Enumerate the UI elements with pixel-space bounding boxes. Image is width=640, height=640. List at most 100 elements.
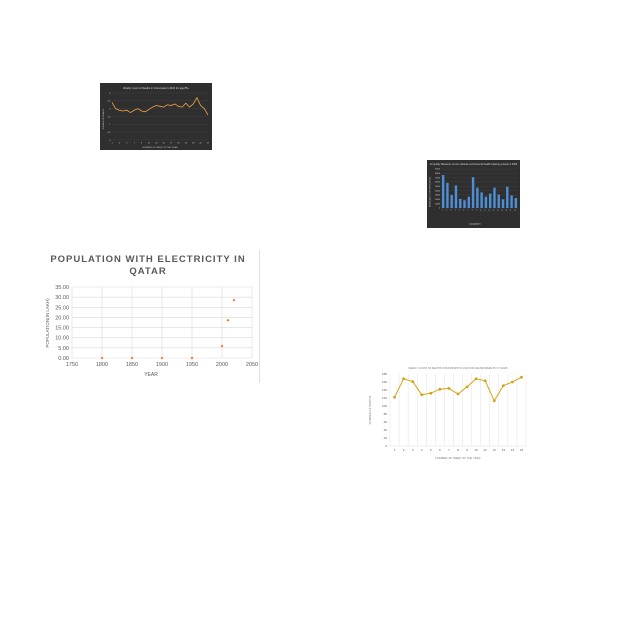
x-tick-label: 17 [510, 209, 513, 212]
x-axis-label: YEAR [144, 372, 158, 378]
x-tick-label: 17 [170, 143, 173, 145]
y-axis-label: NUMBER OF DEATHS [102, 108, 105, 129]
chart-air-quality: Air quality Measures on the national env… [427, 160, 520, 228]
x-tick-label: 1900 [156, 362, 168, 368]
y-tick-label: 0 [385, 444, 387, 448]
x-tick-label: 18 [514, 209, 517, 212]
x-tick-label: 11 [484, 448, 487, 452]
data-point [420, 393, 424, 397]
data-point [220, 344, 224, 348]
bar [497, 194, 500, 208]
y-tick-label: 35.00 [55, 285, 69, 291]
x-tick-label: 1750 [66, 362, 78, 368]
data-point [511, 380, 514, 384]
x-tick-label: 4 [421, 448, 423, 452]
x-tick-label: 8 [472, 209, 474, 211]
data-point [474, 377, 478, 381]
x-tick-label: 1 [111, 143, 113, 145]
x-tick-label: 5 [430, 448, 432, 452]
data-point [100, 356, 104, 360]
data-point [483, 379, 487, 383]
y-tick-label: 0.5 [107, 132, 111, 134]
y-tick-label: 2.5 [107, 101, 111, 103]
y-tick-label: 50000 [435, 186, 440, 188]
x-tick-label: 9 [466, 448, 468, 452]
x-tick-label: 5 [459, 209, 461, 211]
x-tick-label: 23 [192, 143, 195, 145]
y-tick-label: 1.5 [107, 116, 111, 118]
y-tick-label: 10000 [435, 203, 440, 205]
y-tick-label: 20000 [435, 199, 440, 201]
x-tick-label: 1950 [186, 362, 198, 368]
x-tick-label: 1 [394, 448, 396, 452]
x-axis-label: NUMBER OF WEEK OF THE YEAR [435, 456, 480, 460]
x-tick-label: 14 [497, 209, 500, 212]
bar [463, 200, 466, 208]
data-point [232, 298, 236, 302]
bar [467, 196, 471, 208]
y-tick-label: 80000 [435, 173, 440, 175]
bar [506, 186, 509, 208]
x-tick-label: 15 [163, 143, 166, 145]
data-point [447, 387, 451, 390]
x-tick-label: 9 [476, 209, 478, 211]
qatar-scatter-chart: POPULATION WITH ELECTRICITY IN QATAR YEA… [42, 250, 260, 383]
y-tick-label: 3 [109, 93, 111, 95]
y-axis-label: MEASURE (% OF POPULATION) [429, 177, 432, 208]
x-tick-label: 11 [484, 209, 487, 212]
x-tick-label: 3 [450, 209, 452, 211]
chart-title: POPULATION WITH ELECTRICITY IN QATAR [50, 254, 246, 277]
x-tick-label: 10 [480, 209, 483, 212]
x-tick-label: 7 [448, 448, 450, 452]
bar [510, 195, 513, 208]
bar [514, 198, 518, 208]
x-tick-label: 15 [520, 448, 524, 452]
x-tick-label: 25 [199, 143, 202, 145]
y-tick-label: 0 [439, 208, 440, 210]
x-tick-label: 12 [493, 448, 497, 452]
air-quality-bar-chart: Air quality Measures on the national env… [427, 160, 520, 228]
y-tick-label: 120 [382, 396, 387, 400]
y-tick-label: 30.00 [55, 295, 69, 301]
data-point [393, 395, 396, 399]
data-point [501, 384, 505, 387]
y-tick-label: 10.00 [55, 336, 69, 342]
y-tick-label: 80 [384, 412, 388, 416]
y-tick-label: 90000 [435, 169, 440, 171]
y-tick-label: 140 [382, 388, 387, 392]
data-point [402, 377, 405, 381]
x-tick-label: 19 [177, 143, 180, 145]
bar [484, 196, 488, 208]
x-tick-label: 13 [493, 209, 496, 212]
y-tick-label: 180 [382, 372, 387, 376]
x-tick-label: 21 [185, 143, 188, 145]
bar [476, 187, 479, 208]
bar [488, 193, 492, 208]
data-point [520, 375, 523, 379]
x-tick-label: 2050 [246, 362, 258, 368]
y-tick-label: 1 [109, 124, 111, 126]
x-axis-label: NUMBER OF WEEK OF THE YEAR [142, 146, 178, 149]
y-tick-label: 160 [382, 380, 387, 384]
y-tick-label: 2 [109, 108, 111, 110]
data-point [130, 356, 134, 360]
bar [501, 199, 505, 208]
y-tick-label: 5.00 [58, 346, 69, 352]
y-tick-label: 60000 [435, 182, 440, 184]
x-tick-label: 11 [148, 143, 151, 145]
bar [454, 185, 458, 208]
y-tick-label: 40 [384, 428, 388, 432]
y-tick-label: 70000 [435, 177, 440, 179]
x-tick-label: 6 [439, 448, 441, 452]
data-point [190, 356, 194, 360]
chart-title: Weekly count of Deaths in Venezuela in 2… [123, 86, 190, 90]
x-tick-label: 14 [511, 448, 515, 452]
chart-title: Air quality Measures on the national env… [430, 163, 518, 166]
y-tick-label: 20.00 [55, 315, 69, 321]
x-tick-label: 7 [467, 209, 469, 211]
chart-background [366, 363, 532, 461]
mississippi-line-chart: WEEKLY COUNT OF DEATHS IN MISSISSIPPI IN… [366, 363, 532, 461]
bar [493, 187, 496, 208]
x-tick-label: 3 [412, 448, 414, 452]
y-axis-label: NUMBER OF DEATHS [368, 396, 372, 425]
